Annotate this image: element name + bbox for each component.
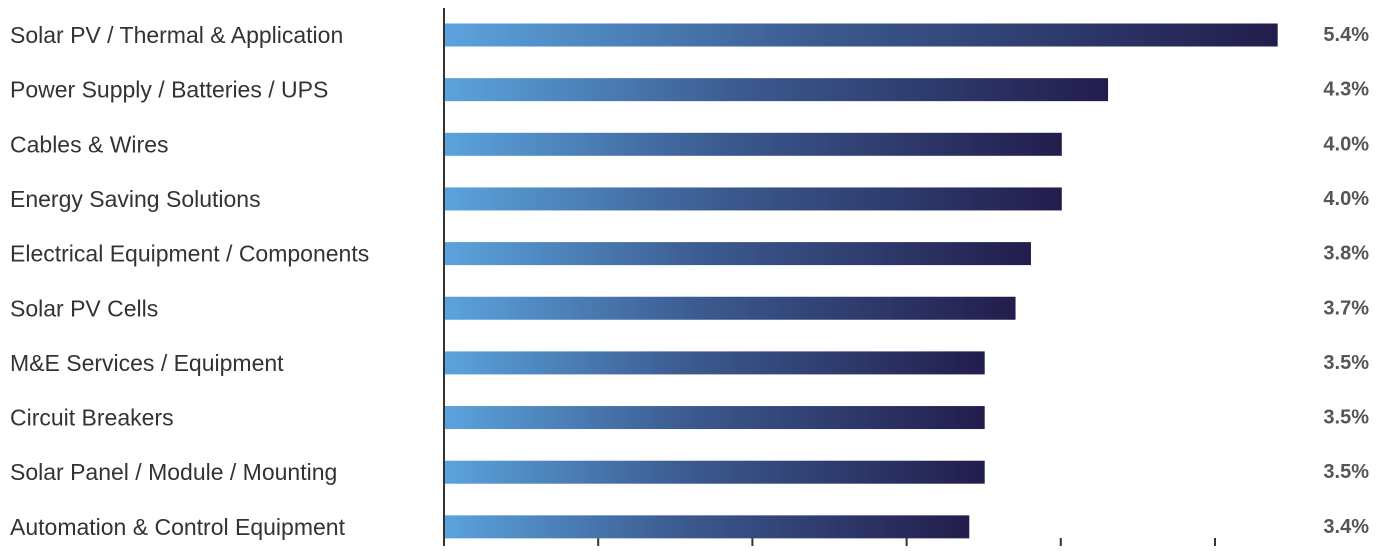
data-label: 3.5% (1323, 352, 1369, 374)
category-label: Cables & Wires (10, 131, 168, 157)
data-label: 3.7% (1323, 297, 1369, 319)
bar (445, 242, 1031, 266)
category-label: Power Supply / Batteries / UPS (10, 77, 328, 103)
category-labels: Solar PV / Thermal & Application Power Su… (10, 22, 369, 540)
bar (445, 132, 1062, 156)
bar (445, 296, 1016, 320)
bar (445, 460, 985, 484)
data-label: 3.5% (1323, 407, 1369, 429)
bar (445, 406, 985, 430)
category-label: M&E Services / Equipment (10, 350, 284, 376)
bar (445, 187, 1062, 211)
data-label: 5.4% (1323, 24, 1369, 46)
bars (445, 23, 1278, 539)
bar (445, 351, 985, 375)
bar (445, 515, 970, 539)
data-label: 4.3% (1323, 79, 1369, 101)
category-label: Automation & Control Equipment (10, 514, 346, 540)
value-labels: 5.4% 4.3% 4.0% 4.0% 3.8% 3.7% 3.5% 3.5% 3.5% 3.4% (1323, 24, 1369, 538)
category-label: Solar PV / Thermal & Application (10, 22, 343, 48)
category-label: Electrical Equipment / Components (10, 241, 369, 267)
data-label: 4.0% (1323, 188, 1369, 210)
axes (443, 8, 1216, 546)
data-label: 3.4% (1323, 516, 1369, 538)
category-label: Circuit Breakers (10, 405, 174, 431)
category-label: Solar Panel / Module / Mounting (10, 459, 337, 485)
data-label: 3.5% (1323, 461, 1369, 483)
category-label: Solar PV Cells (10, 295, 158, 321)
bar (445, 23, 1278, 47)
bar (445, 78, 1109, 102)
category-label: Energy Saving Solutions (10, 186, 261, 212)
data-label: 3.8% (1323, 243, 1369, 265)
data-label: 4.0% (1323, 133, 1369, 155)
